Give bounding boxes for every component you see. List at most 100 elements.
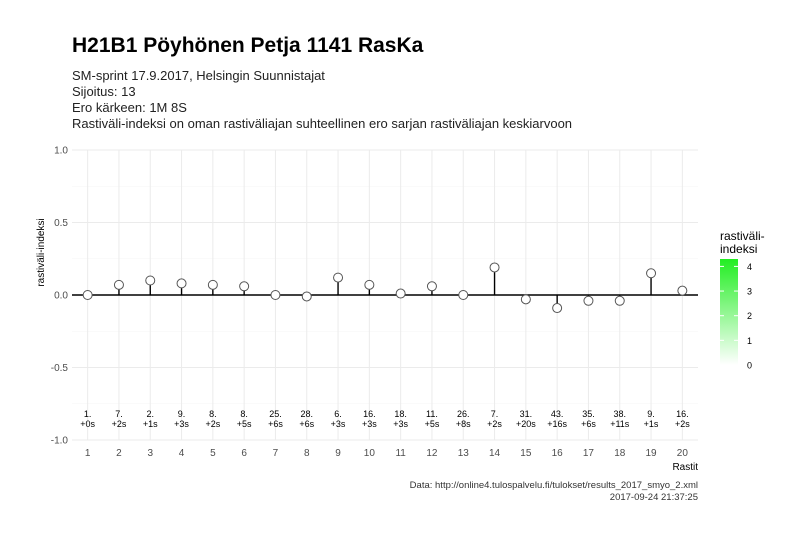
data-point — [614, 295, 625, 306]
data-label-rank: 11. — [426, 409, 438, 419]
x-axis-title: Rastit — [672, 462, 698, 473]
x-tick-label: 6 — [241, 448, 247, 459]
data-label-rank: 8. — [209, 409, 217, 419]
data-label-diff: +3s — [331, 419, 346, 429]
data-point — [270, 290, 281, 300]
data-label-rank: 7. — [115, 409, 123, 419]
x-tick-label: 20 — [677, 448, 689, 459]
data-label-diff: +6s — [268, 419, 283, 429]
data-point — [113, 279, 124, 290]
x-tick-label: 2 — [116, 448, 122, 459]
subtitle-line-description: Rastiväli-indeksi on oman rastiväliajan … — [72, 116, 573, 131]
y-tick-label: -0.5 — [51, 363, 69, 374]
data-label-rank: 43. — [551, 409, 564, 419]
data-label-rank: 8. — [240, 409, 248, 419]
data-label-rank: 26. — [457, 409, 470, 419]
x-tick-label: 10 — [364, 448, 376, 459]
x-tick-label: 7 — [273, 448, 279, 459]
x-tick-label: 18 — [614, 448, 626, 459]
data-point — [145, 275, 156, 286]
data-label-rank: 7. — [491, 409, 499, 419]
data-point — [520, 294, 531, 305]
data-label-diff: +6s — [581, 419, 596, 429]
data-label-rank: 2. — [146, 409, 154, 419]
data-label-diff: +5s — [425, 419, 440, 429]
data-label-rank: 9. — [178, 409, 186, 419]
data-point — [395, 288, 406, 299]
data-label-diff: +2s — [487, 419, 502, 429]
x-tick-label: 17 — [583, 448, 595, 459]
data-point — [489, 262, 500, 273]
subtitle-line-rank: Sijoitus: 13 — [72, 84, 136, 99]
x-tick-label: 1 — [85, 448, 91, 459]
data-point — [677, 285, 688, 296]
caption-source: Data: http://online4.tulospalvelu.fi/tul… — [409, 480, 698, 491]
y-tick-label: 0.5 — [54, 218, 68, 229]
x-tick-label: 3 — [147, 448, 153, 459]
x-tick-label: 5 — [210, 448, 216, 459]
data-point — [552, 303, 563, 314]
data-point — [207, 279, 218, 290]
legend-tick-label: 3 — [747, 287, 752, 297]
data-label-rank: 28. — [300, 409, 313, 419]
data-label-diff: +2s — [205, 419, 220, 429]
legend-tick-label: 1 — [747, 336, 752, 346]
caption-timestamp: 2017-09-24 21:37:25 — [609, 492, 698, 503]
x-tick-label: 19 — [645, 448, 657, 459]
data-point — [458, 290, 469, 300]
chart-title: H21B1 Pöyhönen Petja 1141 RasKa — [72, 34, 424, 57]
data-label-diff: +6s — [299, 419, 314, 429]
legend-tick-label: 2 — [747, 311, 752, 321]
x-tick-label: 8 — [304, 448, 310, 459]
y-tick-label: 0.0 — [54, 291, 68, 302]
data-label-rank: 25. — [269, 409, 282, 419]
x-tick-label: 13 — [458, 448, 470, 459]
chart-subtitle: SM-sprint 17.9.2017, Helsingin Suunnista… — [72, 68, 572, 132]
data-point — [646, 268, 657, 279]
data-label-diff: +16s — [547, 419, 567, 429]
data-label-rank: 35. — [582, 409, 595, 419]
data-label-diff: +5s — [237, 419, 252, 429]
data-label-rank: 9. — [647, 409, 655, 419]
data-point — [301, 291, 312, 302]
y-tick-label: 1.0 — [54, 146, 68, 157]
data-label-diff: +3s — [174, 419, 189, 429]
subtitle-line-gap: Ero kärkeen: 1M 8S — [72, 100, 187, 115]
data-point — [239, 281, 250, 292]
x-tick-label: 9 — [335, 448, 341, 459]
data-label-diff: +1s — [644, 419, 659, 429]
y-axis-title: rastiväli-indeksi — [36, 218, 47, 286]
y-tick-label: -1.0 — [51, 436, 69, 447]
data-point — [176, 278, 187, 289]
data-point — [82, 290, 93, 300]
data-label-diff: +1s — [143, 419, 158, 429]
data-point — [364, 279, 375, 290]
x-tick-label: 11 — [395, 448, 406, 459]
data-label-diff: +8s — [456, 419, 471, 429]
data-label-rank: 38. — [613, 409, 626, 419]
legend-colorbar — [720, 259, 738, 365]
data-label-rank: 18. — [394, 409, 407, 419]
data-label-diff: +3s — [362, 419, 377, 429]
legend-tick-label: 0 — [747, 361, 752, 371]
x-tick-label: 15 — [520, 448, 532, 459]
data-label-diff: +20s — [516, 419, 536, 429]
data-label-rank: 31. — [520, 409, 533, 419]
data-label-diff: +11s — [610, 419, 630, 429]
data-label-rank: 16. — [676, 409, 689, 419]
x-tick-label: 16 — [552, 448, 564, 459]
data-label-rank: 16. — [363, 409, 376, 419]
x-tick-label: 14 — [489, 448, 501, 459]
subtitle-line-event: SM-sprint 17.9.2017, Helsingin Suunnista… — [72, 68, 325, 83]
legend-title: indeksi — [720, 242, 757, 256]
data-point — [426, 281, 437, 292]
legend-title: rastiväli- — [720, 229, 765, 243]
data-label-diff: +0s — [80, 419, 95, 429]
data-point — [583, 295, 594, 306]
legend-tick-label: 4 — [747, 262, 752, 272]
x-tick-label: 12 — [426, 448, 438, 459]
data-label-diff: +2s — [112, 419, 127, 429]
data-label-rank: 6. — [334, 409, 342, 419]
data-label-rank: 1. — [84, 409, 92, 419]
